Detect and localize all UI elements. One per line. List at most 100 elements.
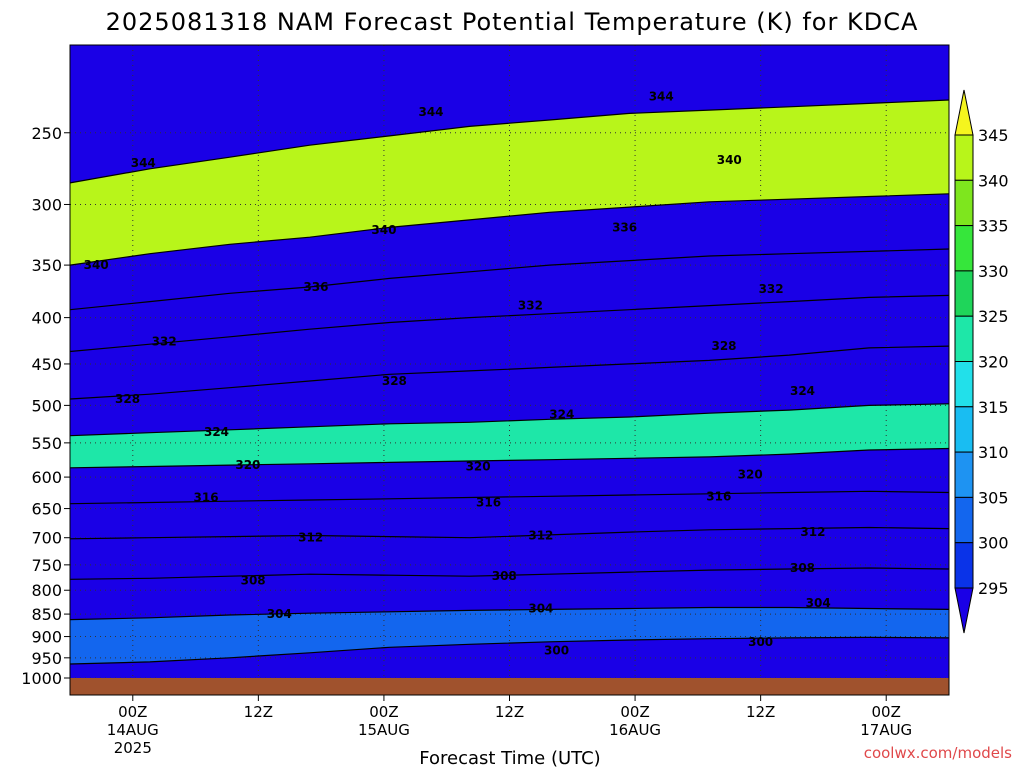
- y-tick-label: 400: [31, 309, 62, 328]
- chart-title: 2025081318 NAM Forecast Potential Temper…: [106, 8, 919, 36]
- x-tick-label: 00Z: [872, 703, 901, 721]
- contour-line-328: [70, 345, 949, 400]
- x-axis-label: Forecast Time (UTC): [419, 748, 600, 768]
- colorbar-bin: [954, 496, 974, 544]
- contour-label: 312: [528, 528, 553, 542]
- contour-label: 312: [800, 525, 825, 539]
- colorbar-label: 330: [978, 262, 1009, 281]
- colorbar-label: 295: [978, 579, 1009, 598]
- contour-line-316: [70, 490, 949, 505]
- contour-label: 300: [544, 643, 569, 657]
- contour-label: 336: [612, 220, 637, 234]
- contour-label: 332: [759, 282, 784, 296]
- source-credit: coolwx.com/models: [864, 744, 1012, 762]
- contour-line-308: [70, 567, 949, 580]
- y-tick-label: 950: [31, 649, 62, 668]
- colorbar-label: 325: [978, 307, 1009, 326]
- x-tick-date: 16AUG: [609, 721, 661, 739]
- colorbar-label: 345: [978, 126, 1009, 145]
- contour-line-332: [70, 294, 949, 353]
- colorbar-label: 300: [978, 534, 1009, 553]
- contour-label: 344: [131, 156, 156, 170]
- y-tick-label: 750: [31, 556, 62, 575]
- contour-label: 340: [371, 223, 396, 237]
- colorbar-bin: [954, 134, 974, 181]
- y-tick-label: 550: [31, 434, 62, 453]
- contour-label: 300: [748, 635, 773, 649]
- x-tick-label: 12Z: [495, 703, 524, 721]
- contour-label: 340: [84, 258, 109, 272]
- contour-label: 316: [706, 489, 731, 503]
- contour-line-312: [70, 526, 949, 540]
- contour-label: 308: [241, 573, 266, 587]
- colorbar-label: 335: [978, 217, 1009, 236]
- colorbar-label: 315: [978, 398, 1009, 417]
- y-tick-label: 300: [31, 195, 62, 214]
- plot-area: 344 344 344 340 340 340 336 336 332 332 332 328 328 3…: [69, 44, 950, 696]
- contour-label: 336: [303, 280, 328, 294]
- contour-label: 316: [194, 491, 219, 505]
- contour-label: 324: [549, 408, 574, 422]
- contour-line-320: [70, 447, 949, 469]
- ground-surface: [70, 678, 949, 695]
- contour-line-336: [70, 248, 949, 311]
- y-tick-label: 600: [31, 468, 62, 487]
- contour-label: 328: [115, 392, 140, 406]
- y-tick-label: 800: [31, 581, 62, 600]
- x-tick-date: 15AUG: [358, 721, 410, 739]
- colorbar-bin: [954, 451, 974, 498]
- colorbar-bin: [954, 542, 974, 589]
- colorbar-label: 305: [978, 488, 1009, 507]
- y-tick-label: 350: [31, 256, 62, 275]
- contour-label: 324: [204, 425, 229, 439]
- colorbar-bin: [954, 270, 974, 317]
- contour-label: 332: [518, 299, 543, 313]
- contour-label: 312: [298, 531, 323, 545]
- color-band: [70, 45, 949, 183]
- contour-line-324: [70, 403, 949, 437]
- colorbar-bin: [954, 315, 974, 363]
- contour-label: 320: [738, 467, 763, 481]
- x-tick-year: 2025: [114, 739, 152, 757]
- colorbar-label: 340: [978, 171, 1009, 190]
- contour-label: 332: [152, 334, 177, 348]
- x-tick-date: 14AUG: [107, 721, 159, 739]
- contour-line-344: [70, 99, 949, 184]
- contour-label: 304: [267, 607, 292, 621]
- y-tick-label: 450: [31, 355, 62, 374]
- contour-label: 316: [476, 495, 501, 509]
- colorbar-bin: [954, 179, 974, 227]
- contour-label: 324: [790, 384, 815, 398]
- x-tick-date: 17AUG: [860, 721, 912, 739]
- y-tick-label: 850: [31, 605, 62, 624]
- y-tick-label: 250: [31, 124, 62, 143]
- y-tick-label: 1000: [21, 669, 62, 688]
- contour-label: 304: [528, 601, 553, 615]
- contour-label: 328: [711, 339, 736, 353]
- contour-line-340: [70, 193, 949, 266]
- colorbar-label: 310: [978, 443, 1009, 462]
- contour-label: 344: [649, 90, 674, 104]
- colorbar-bin: [954, 361, 974, 408]
- contour-label: 308: [492, 569, 517, 583]
- contour-label: 344: [418, 105, 443, 119]
- y-tick-label: 900: [31, 628, 62, 647]
- contour-label: 320: [466, 459, 491, 473]
- contour-label: 304: [806, 596, 831, 610]
- contour-line-304: [70, 606, 949, 621]
- x-tick-label: 12Z: [244, 703, 273, 721]
- colorbar-label: 320: [978, 353, 1009, 372]
- contour-label: 340: [717, 153, 742, 167]
- y-tick-label: 700: [31, 529, 62, 548]
- x-tick-label: 00Z: [620, 703, 649, 721]
- x-tick-label: 00Z: [369, 703, 398, 721]
- contour-line-300: [70, 636, 949, 665]
- contour-label: 328: [382, 374, 407, 388]
- y-tick-label: 650: [31, 500, 62, 519]
- x-tick-label: 12Z: [746, 703, 775, 721]
- contour-label: 308: [790, 561, 815, 575]
- y-axis: 250 300 350 400 450 500 550 600 650 700 750 800 850 9…: [21, 124, 70, 688]
- colorbar-bin: [954, 406, 974, 453]
